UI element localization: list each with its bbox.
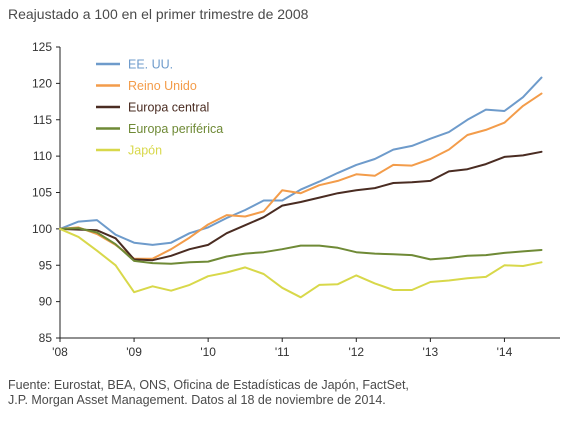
- x-tick-label: '11: [275, 345, 290, 359]
- source-line-1: Fuente: Eurostat, BEA, ONS, Oficina de E…: [8, 378, 409, 392]
- legend-label: Reino Unido: [128, 79, 197, 93]
- chart-axes: 85 90 95 100 105 110 115 120 125 '08 '09 '10 '11 '12 '…: [32, 40, 560, 359]
- series-lines: [59, 76, 543, 299]
- x-tick-label: '09: [126, 345, 142, 359]
- y-tick-label: 100: [32, 222, 52, 236]
- series-line-3: [59, 150, 543, 262]
- y-tick-label: 105: [32, 186, 52, 200]
- line-chart: 85 90 95 100 105 110 115 120 125 '08 '09 '10 '11 '12 '…: [32, 40, 560, 359]
- series-line-1: [59, 76, 543, 246]
- x-tick-label: '14: [497, 345, 513, 359]
- legend-label: EE. UU.: [128, 58, 173, 72]
- series-line-4: [59, 227, 543, 265]
- y-tick-label: 120: [32, 76, 52, 90]
- legend-label: Europa periférica: [128, 122, 223, 136]
- x-tick-label: '10: [200, 345, 216, 359]
- legend-label: Europa central: [128, 101, 209, 115]
- x-tick-label: '12: [348, 345, 364, 359]
- source-note: Fuente: Eurostat, BEA, ONS, Oficina de E…: [8, 378, 409, 408]
- y-tick-label: 95: [39, 258, 53, 272]
- y-tick-label: 110: [33, 149, 52, 163]
- legend-label: Japón: [128, 144, 162, 158]
- x-tick-label: '08: [52, 345, 68, 359]
- y-tick-label: 85: [39, 331, 53, 345]
- y-tick-label: 125: [32, 40, 52, 54]
- y-tick-label: 115: [33, 113, 52, 127]
- chart-subtitle: Reajustado a 100 en el primer trimestre …: [8, 6, 309, 22]
- chart-legend: EE. UU. Reino Unido Europa central Europa p…: [96, 58, 223, 158]
- series-line-5: [59, 227, 543, 299]
- x-tick-label: '13: [423, 345, 439, 359]
- y-tick-label: 90: [39, 295, 53, 309]
- source-line-2: J.P. Morgan Asset Management. Datos al 1…: [8, 393, 386, 407]
